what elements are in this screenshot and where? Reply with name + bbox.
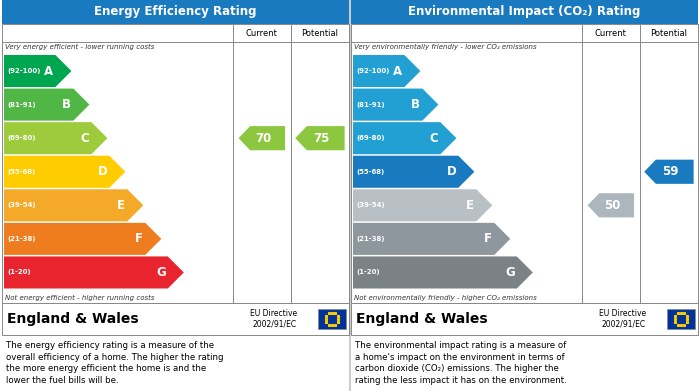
Text: A: A bbox=[44, 65, 53, 77]
Text: The environmental impact rating is a measure of
a home's impact on the environme: The environmental impact rating is a mea… bbox=[355, 341, 567, 385]
Text: Potential: Potential bbox=[650, 29, 687, 38]
Text: (92-100): (92-100) bbox=[356, 68, 389, 74]
Text: Very energy efficient - lower running costs: Very energy efficient - lower running co… bbox=[5, 44, 155, 50]
Text: F: F bbox=[135, 232, 143, 246]
Text: F: F bbox=[484, 232, 492, 246]
Text: G: G bbox=[505, 266, 514, 279]
Polygon shape bbox=[4, 122, 107, 154]
Text: 75: 75 bbox=[314, 132, 330, 145]
Polygon shape bbox=[4, 156, 125, 188]
Text: (1-20): (1-20) bbox=[7, 269, 31, 276]
Polygon shape bbox=[353, 89, 438, 121]
Text: (1-20): (1-20) bbox=[356, 269, 379, 276]
Text: (69-80): (69-80) bbox=[7, 135, 36, 141]
Text: A: A bbox=[393, 65, 402, 77]
Text: B: B bbox=[62, 98, 71, 111]
Text: Potential: Potential bbox=[302, 29, 338, 38]
Bar bbox=[667, 309, 695, 329]
Polygon shape bbox=[295, 126, 344, 150]
Text: Very environmentally friendly - lower CO₂ emissions: Very environmentally friendly - lower CO… bbox=[354, 44, 537, 50]
Text: (81-91): (81-91) bbox=[7, 102, 36, 108]
Bar bbox=[351, 0, 698, 24]
Polygon shape bbox=[4, 256, 184, 289]
Text: (55-68): (55-68) bbox=[356, 169, 384, 175]
Text: England & Wales: England & Wales bbox=[7, 312, 139, 326]
Text: (92-100): (92-100) bbox=[7, 68, 41, 74]
Text: Energy Efficiency Rating: Energy Efficiency Rating bbox=[94, 5, 257, 18]
Bar bbox=[351, 303, 698, 335]
Text: EU Directive
2002/91/EC: EU Directive 2002/91/EC bbox=[250, 309, 297, 329]
Polygon shape bbox=[239, 126, 285, 150]
Text: (21-38): (21-38) bbox=[356, 236, 384, 242]
Bar bbox=[2, 0, 349, 24]
Text: Current: Current bbox=[595, 29, 626, 38]
Text: EU Directive
2002/91/EC: EU Directive 2002/91/EC bbox=[599, 309, 646, 329]
Text: G: G bbox=[156, 266, 166, 279]
Text: B: B bbox=[412, 98, 421, 111]
Bar bbox=[318, 309, 346, 329]
Polygon shape bbox=[587, 193, 634, 217]
Text: C: C bbox=[430, 132, 438, 145]
Bar bbox=[351, 24, 698, 303]
Polygon shape bbox=[4, 55, 71, 87]
Text: E: E bbox=[118, 199, 125, 212]
Polygon shape bbox=[644, 160, 694, 184]
Polygon shape bbox=[353, 55, 421, 87]
Text: D: D bbox=[97, 165, 107, 178]
Polygon shape bbox=[353, 256, 533, 289]
Bar bbox=[2, 303, 349, 335]
Polygon shape bbox=[353, 189, 492, 221]
Text: The energy efficiency rating is a measure of the
overall efficiency of a home. T: The energy efficiency rating is a measur… bbox=[6, 341, 223, 385]
Text: D: D bbox=[447, 165, 456, 178]
Text: Current: Current bbox=[246, 29, 278, 38]
Text: E: E bbox=[466, 199, 475, 212]
Text: England & Wales: England & Wales bbox=[356, 312, 488, 326]
Text: (55-68): (55-68) bbox=[7, 169, 35, 175]
Text: Not energy efficient - higher running costs: Not energy efficient - higher running co… bbox=[5, 295, 155, 301]
Polygon shape bbox=[353, 122, 456, 154]
Polygon shape bbox=[4, 223, 161, 255]
Text: 50: 50 bbox=[604, 199, 621, 212]
Text: (81-91): (81-91) bbox=[356, 102, 384, 108]
Text: (69-80): (69-80) bbox=[356, 135, 384, 141]
Text: (21-38): (21-38) bbox=[7, 236, 36, 242]
Text: (39-54): (39-54) bbox=[7, 202, 36, 208]
Text: (39-54): (39-54) bbox=[356, 202, 384, 208]
Text: C: C bbox=[80, 132, 90, 145]
Polygon shape bbox=[353, 223, 510, 255]
Polygon shape bbox=[4, 189, 143, 221]
Text: 70: 70 bbox=[256, 132, 272, 145]
Polygon shape bbox=[353, 156, 475, 188]
Polygon shape bbox=[4, 89, 90, 121]
Text: Not environmentally friendly - higher CO₂ emissions: Not environmentally friendly - higher CO… bbox=[354, 295, 537, 301]
Text: Environmental Impact (CO₂) Rating: Environmental Impact (CO₂) Rating bbox=[408, 5, 640, 18]
Text: 59: 59 bbox=[662, 165, 679, 178]
Bar bbox=[2, 24, 349, 303]
